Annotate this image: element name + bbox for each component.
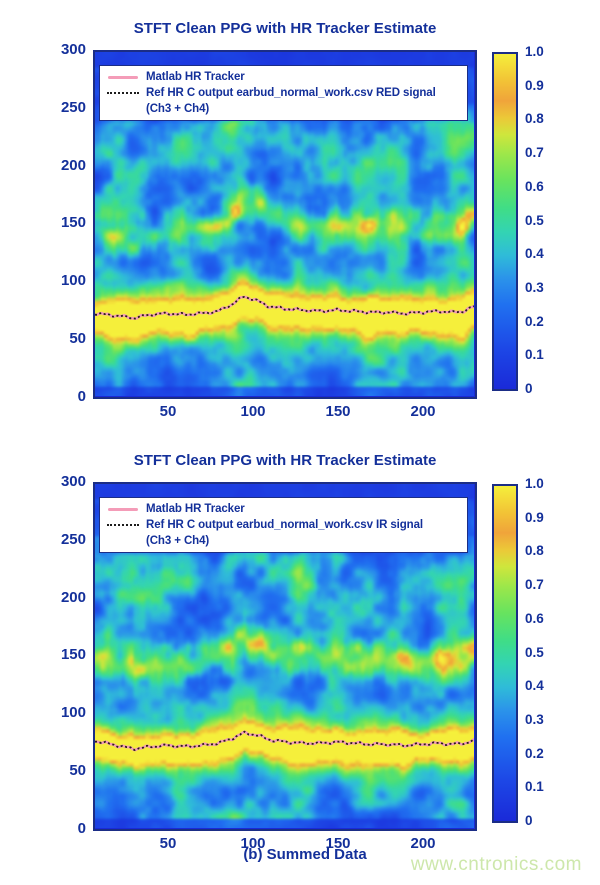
x-tick-label: 150 [325,403,351,420]
legend-box: Matlab HR Tracker Ref HR C output earbud… [99,497,468,553]
hr-track-overlay [95,295,474,320]
colorbar-tick: 0.4 [525,246,544,262]
x-tick-label: 50 [159,403,177,420]
ref-hr-line [95,295,474,320]
x-tick-label: 150 [325,835,351,852]
colorbar-tick: 0.5 [525,212,544,228]
legend-label: Ref HR C output earbud_normal_work.csv R… [146,87,436,99]
colorbar-tick: 0.8 [525,543,544,559]
figure-caption: (b) Summed Data [243,846,367,863]
colorbar-tick: 0.8 [525,111,544,127]
dotted-line-sample-icon [107,92,139,94]
colorbar-tick: 1.0 [525,476,544,491]
colorbar-tick: 0.1 [525,779,544,795]
x-tick-label: 200 [410,403,436,420]
y-tick-label: 50 [69,330,86,347]
chart-title: STFT Clean PPG with HR Tracker Estimate [133,452,437,469]
colorbar-tick: 0.6 [525,610,544,626]
legend-label-line2: (Ch3 + Ch4) [146,103,210,115]
y-tick-label: 250 [60,531,86,548]
chart-title: STFT Clean PPG with HR Tracker Estimate [133,20,437,37]
legend-row: (Ch3 + Ch4) [100,533,467,549]
legend-label-line2: (Ch3 + Ch4) [146,535,210,547]
x-tick-label: 100 [240,403,266,420]
pink-line-sample-icon [108,507,138,511]
chart-ir-signal: STFT Clean PPG with HR Tracker Estimate … [0,432,600,864]
legend-row: Ref HR C output earbud_normal_work.csv R… [100,85,467,101]
y-tick-label: 0 [77,820,86,837]
colorbar-tick: 0.7 [525,577,544,593]
y-tick-label: 300 [60,473,86,490]
spectrogram-plot-area: Matlab HR Tracker Ref HR C output earbud… [93,50,477,399]
hr-track-overlay [95,730,474,752]
y-tick-label: 50 [69,762,86,779]
legend-label: Ref HR C output earbud_normal_work.csv I… [146,519,424,531]
colorbar-tick: 0.2 [525,313,544,329]
legend-row: Matlab HR Tracker [100,69,467,85]
colorbar-tick: 0 [525,813,533,828]
colorbar-tick: 0.5 [525,644,544,660]
colorbar-tick: 0.3 [525,711,544,727]
x-tick-label: 100 [240,835,266,852]
y-tick-label: 100 [60,272,86,289]
y-tick-label: 150 [60,646,86,663]
colorbar-tick: 0.7 [525,145,544,161]
colorbar-tick: 0.3 [525,279,544,295]
y-tick-label: 100 [60,704,86,721]
x-tick-label: 200 [410,835,436,852]
y-tick-label: 150 [60,214,86,231]
colorbar-tick: 0.9 [525,77,544,93]
y-tick-label: 0 [77,388,86,405]
y-tick-label: 300 [60,41,86,58]
legend-box: Matlab HR Tracker Ref HR C output earbud… [99,65,468,121]
dotted-line-sample-icon [107,524,139,526]
matlab-hr-tracker-line [95,730,474,752]
colorbar-tick: 0.1 [525,347,544,363]
spectrogram-plot-area: Matlab HR Tracker Ref HR C output earbud… [93,482,477,831]
legend-row: Ref HR C output earbud_normal_work.csv I… [100,517,467,533]
x-tick-label: 50 [159,835,177,852]
pink-line-sample-icon [108,75,138,79]
colorbar-tick: 0.2 [525,745,544,761]
chart-red-signal: STFT Clean PPG with HR Tracker Estimate … [0,0,600,432]
y-tick-label: 200 [60,157,86,174]
y-tick-label: 200 [60,589,86,606]
watermark: www.cntronics.com [410,854,582,875]
legend-row: Matlab HR Tracker [100,501,467,517]
legend-label: Matlab HR Tracker [146,71,245,83]
colorbar-tick: 0.9 [525,509,544,525]
colorbar [492,484,518,823]
colorbar-tick: 0.6 [525,178,544,194]
colorbar-tick: 0 [525,381,533,396]
legend-row: (Ch3 + Ch4) [100,101,467,117]
colorbar-tick: 0.4 [525,678,544,694]
legend-label: Matlab HR Tracker [146,503,245,515]
colorbar-tick: 1.0 [525,44,544,59]
colorbar [492,52,518,391]
y-tick-label: 250 [60,99,86,116]
